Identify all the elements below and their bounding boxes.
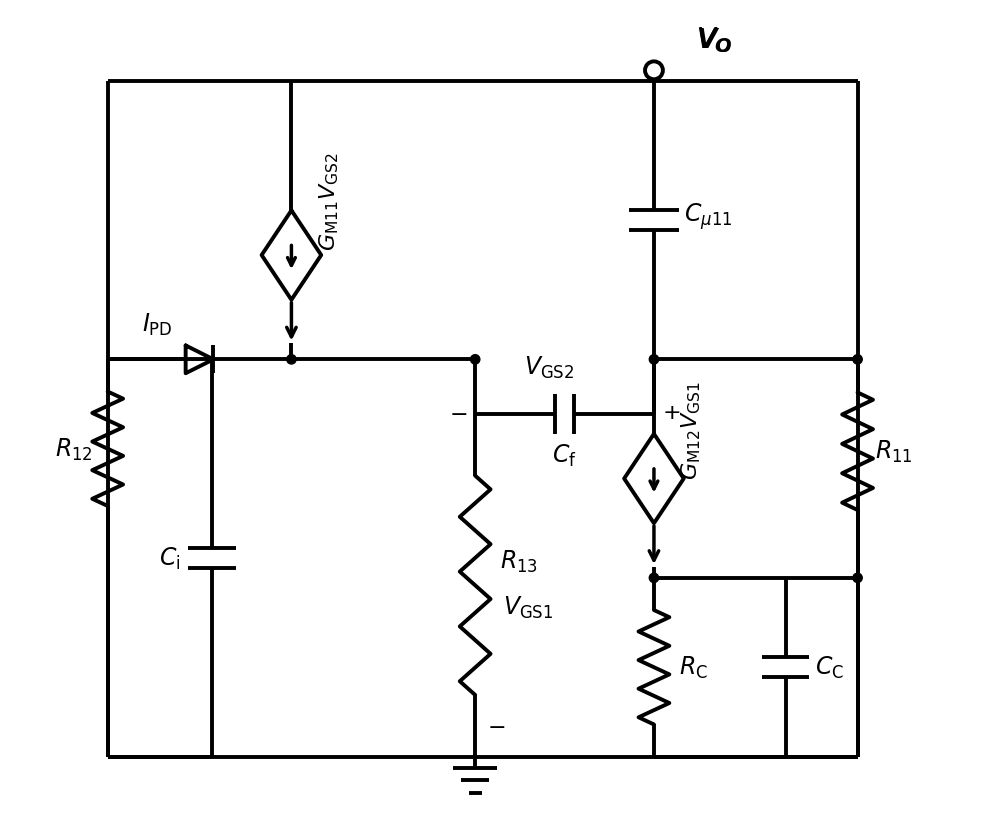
Text: $R_{11}$: $R_{11}$ [875,439,913,464]
Text: $G_\mathrm{M12}V_\mathrm{GS1}$: $G_\mathrm{M12}V_\mathrm{GS1}$ [680,380,703,479]
Text: $-$: $-$ [449,402,467,423]
Text: $I_\mathrm{PD}$: $I_\mathrm{PD}$ [142,312,173,338]
Text: $G_\mathrm{M11}V_\mathrm{GS2}$: $G_\mathrm{M11}V_\mathrm{GS2}$ [317,152,341,251]
Text: $C_\mathrm{f}$: $C_\mathrm{f}$ [552,442,577,468]
Circle shape [853,573,862,583]
Text: $C_{\mu 11}$: $C_{\mu 11}$ [684,201,732,232]
Text: $V_\mathrm{GS1}$: $V_\mathrm{GS1}$ [503,595,553,621]
Text: $-$: $-$ [487,715,505,735]
Text: $\bfit{V}_\mathrm{O}$: $\bfit{V}_\mathrm{O}$ [696,26,732,55]
Text: $C_\mathrm{i}$: $C_\mathrm{i}$ [159,545,180,572]
Text: $+$: $+$ [662,402,680,423]
Circle shape [471,355,480,364]
Text: $R_\mathrm{C}$: $R_\mathrm{C}$ [679,654,708,681]
Text: $R_{12}$: $R_{12}$ [55,436,93,462]
Text: $V_\mathrm{GS2}$: $V_\mathrm{GS2}$ [524,355,575,381]
Circle shape [649,355,659,364]
Text: $V_\mathregular{O}$: $V_\mathregular{O}$ [696,25,733,56]
Circle shape [287,355,296,364]
Text: $C_\mathrm{C}$: $C_\mathrm{C}$ [815,654,844,681]
Circle shape [649,573,659,583]
Circle shape [853,355,862,364]
Text: $R_{13}$: $R_{13}$ [500,548,538,574]
